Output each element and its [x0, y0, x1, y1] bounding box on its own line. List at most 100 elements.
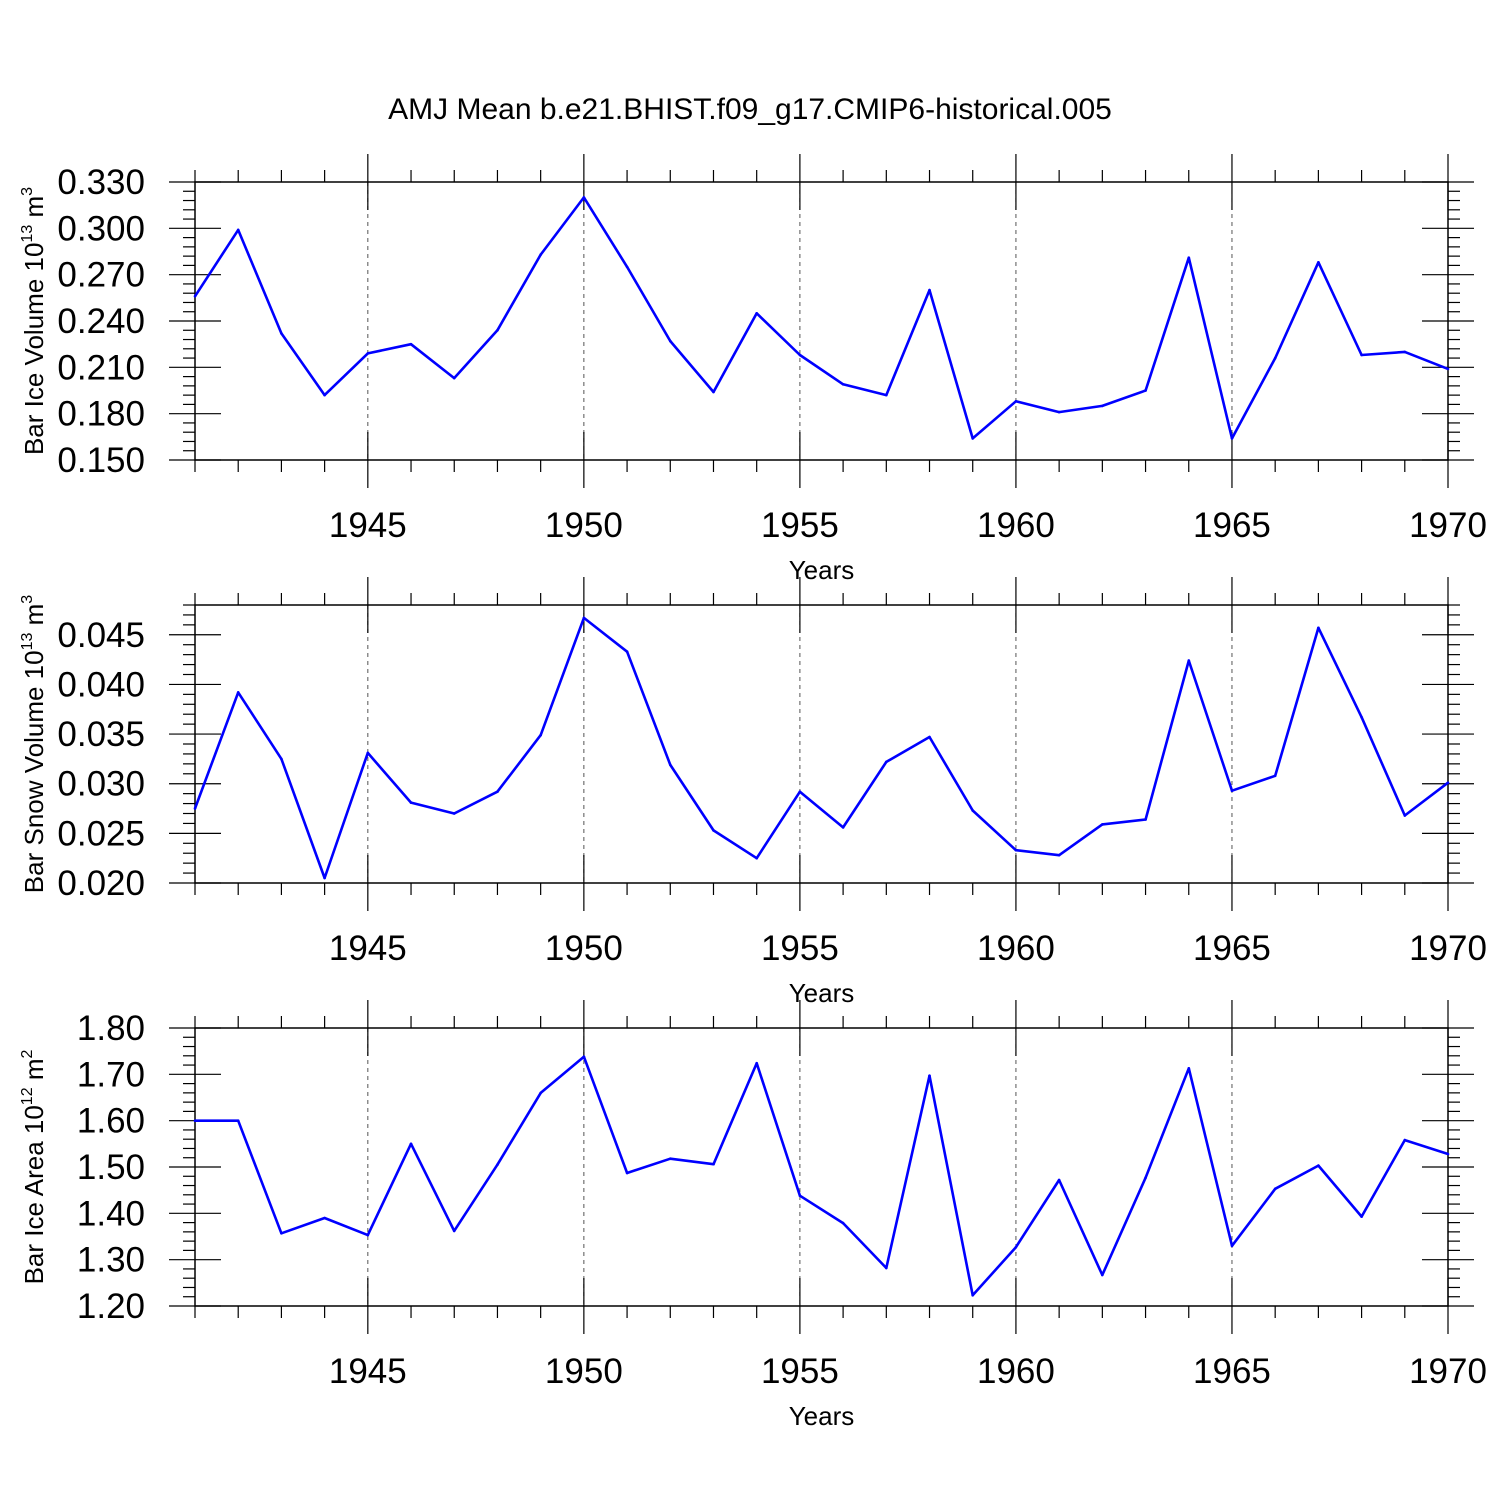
- ice-area-y-tick-label: 1.20: [77, 1287, 145, 1326]
- ice-area-x-tick-labels: 1945 1950 1955 1960 1965 1970: [329, 1352, 1487, 1391]
- ice-volume-y-tick-label: 0.210: [57, 348, 145, 387]
- snow-volume-y-tick-labels: 0.020 0.025 0.030 0.035 0.040 0.045: [57, 616, 145, 903]
- ice-area-y-tick-label: 1.40: [77, 1194, 145, 1233]
- ice-volume-x-axis-title: Years: [789, 555, 855, 585]
- ice-volume-point-1970: [1446, 367, 1450, 371]
- ice-area-ticks: [169, 1000, 1474, 1334]
- ice-volume-point-1962: [1101, 404, 1104, 408]
- ice-volume-x-tick-label: 1945: [329, 506, 407, 545]
- snow-volume-point-1947: [452, 812, 456, 815]
- ice-area-grid: [367, 1028, 1233, 1306]
- snow-volume-point-1965: [1230, 789, 1234, 792]
- snow-volume-series-line: [193, 616, 1449, 880]
- snow-volume-point-1967: [1317, 626, 1320, 630]
- ice-area-point-1964: [1187, 1067, 1191, 1070]
- snow-volume-point-1958: [928, 735, 931, 739]
- ice-area-point-1944: [323, 1216, 326, 1220]
- ice-volume-point-1943: [280, 332, 283, 335]
- snow-volume-point-1959: [971, 809, 974, 812]
- ice-area-y-tick-label: 1.70: [77, 1055, 145, 1094]
- ice-volume-y-tick-label: 0.180: [57, 395, 145, 434]
- ice-area-point-1941: [193, 1119, 197, 1122]
- ice-volume-x-tick-label: 1955: [761, 506, 839, 545]
- ice-volume-point-1968: [1360, 353, 1363, 357]
- ice-area-x-tick-label: 1950: [545, 1352, 623, 1391]
- snow-volume-point-1961: [1057, 853, 1061, 857]
- ice-volume-y-tick-label: 0.240: [57, 302, 145, 341]
- ice-area-y-tick-label: 1.80: [77, 1009, 145, 1048]
- ice-volume-point-1945: [366, 352, 370, 355]
- snow-volume-point-1955: [798, 790, 802, 793]
- snow-volume-point-1954: [755, 856, 758, 860]
- snow-volume-x-tick-label: 1960: [977, 929, 1055, 968]
- ice-volume-point-1950: [582, 196, 586, 199]
- ice-volume-point-1946: [409, 342, 413, 346]
- snow-volume-x-tick-label: 1970: [1409, 929, 1487, 968]
- ice-area-point-1970: [1446, 1152, 1450, 1156]
- snow-volume-point-1966: [1273, 774, 1277, 778]
- snow-volume-point-1969: [1403, 814, 1407, 817]
- ice-volume-x-tick-label: 1965: [1193, 506, 1271, 545]
- snow-volume-y-tick-label: 0.020: [57, 864, 145, 903]
- ice-volume-y-axis-title: Bar Ice Volume 1013 m3: [19, 187, 49, 455]
- snow-volume-point-1948: [496, 790, 499, 793]
- snow-volume-point-1962: [1101, 823, 1104, 826]
- snow-volume-point-1952: [669, 763, 672, 767]
- ice-area-point-1960: [1014, 1245, 1018, 1249]
- ice-volume-point-1961: [1057, 410, 1061, 414]
- ice-volume-y-tick-label: 0.150: [57, 441, 145, 480]
- ice-area-point-1945: [366, 1233, 370, 1237]
- snow-volume-x-tick-labels: 1945 1950 1955 1960 1965 1970: [329, 929, 1487, 968]
- ice-volume-x-tick-labels: 1945 1950 1955 1960 1965 1970: [329, 506, 1487, 545]
- snow-volume-point-1944: [323, 876, 326, 880]
- ice-area-point-1957: [885, 1266, 888, 1270]
- snow-volume-point-1941: [193, 807, 197, 810]
- ice-volume-point-1952: [669, 339, 672, 343]
- snow-volume-point-1949: [539, 733, 542, 737]
- ice-volume-point-1951: [625, 265, 629, 269]
- ice-volume-series-line: [193, 196, 1449, 440]
- ice-area-x-tick-label: 1955: [761, 1352, 839, 1391]
- ice-area-point-1969: [1403, 1138, 1407, 1142]
- ice-area-point-1956: [841, 1221, 845, 1225]
- ice-volume-x-tick-label: 1960: [977, 506, 1055, 545]
- snow-volume-grid: [367, 605, 1233, 883]
- ice-volume-point-1949: [539, 253, 542, 256]
- ice-volume-point-1958: [928, 288, 931, 292]
- ice-area-point-1954: [755, 1061, 758, 1065]
- ice-volume-point-1953: [712, 390, 715, 394]
- ice-volume-point-1959: [971, 437, 974, 440]
- snow-volume-point-1960: [1014, 848, 1018, 852]
- snow-volume-y-tick-label: 0.035: [57, 715, 145, 754]
- snow-volume-point-1970: [1446, 781, 1450, 784]
- ice-area-point-1958: [928, 1074, 931, 1077]
- snow-volume-point-1956: [841, 826, 845, 829]
- snow-volume-point-1946: [409, 801, 413, 804]
- ice-volume-point-1955: [798, 353, 802, 357]
- ice-area-series-line: [195, 1055, 1449, 1297]
- ice-area-x-tick-label: 1960: [977, 1352, 1055, 1391]
- ice-volume-point-1944: [323, 393, 326, 397]
- ice-area-point-1967: [1317, 1164, 1320, 1167]
- snow-volume-point-1963: [1144, 818, 1147, 821]
- snow-volume-x-tick-label: 1955: [761, 929, 839, 968]
- snow-volume-point-1945: [366, 751, 370, 755]
- ice-area-point-1948: [496, 1163, 499, 1166]
- snow-volume-x-tick-label: 1945: [329, 929, 407, 968]
- ice-volume-point-1948: [496, 329, 499, 332]
- snow-volume-point-1950: [582, 616, 586, 620]
- ice-volume-point-1954: [755, 312, 758, 315]
- snow-volume-x-tick-label: 1950: [545, 929, 623, 968]
- ice-area-point-1955: [798, 1194, 802, 1197]
- ice-area-point-1952: [669, 1157, 672, 1160]
- ice-volume-point-1942: [236, 228, 240, 232]
- ice-area-point-1962: [1101, 1273, 1104, 1277]
- ice-volume-point-1957: [885, 393, 888, 397]
- ice-area-point-1959: [971, 1294, 974, 1297]
- snow-volume-y-tick-label: 0.025: [57, 814, 145, 853]
- ice-area-x-tick-label: 1945: [329, 1352, 407, 1391]
- snow-volume-point-1953: [712, 829, 715, 832]
- snow-volume-x-tick-label: 1965: [1193, 929, 1271, 968]
- snow-volume-ticks: [169, 577, 1474, 911]
